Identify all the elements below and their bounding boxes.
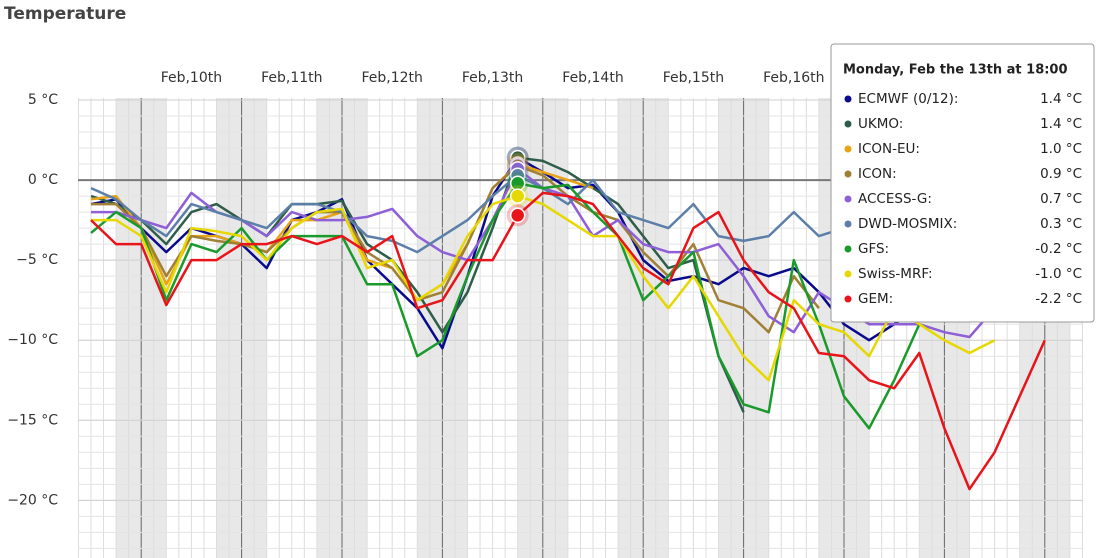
tooltip-dot — [844, 145, 852, 153]
hover-point — [509, 207, 526, 224]
x-tick-label: Feb,10th — [161, 70, 222, 86]
hover-point — [509, 188, 526, 204]
tooltip-series-name: ACCESS-G: — [858, 191, 932, 207]
tooltip-dot — [844, 270, 852, 278]
tooltip-series-name: ICON: — [858, 166, 897, 182]
y-tick-label: 0 °C — [28, 172, 58, 188]
tooltip-box — [830, 43, 1095, 323]
tooltip-dot — [844, 295, 852, 303]
tooltip-series-name: GEM: — [858, 291, 893, 307]
series-line — [91, 194, 996, 382]
tooltip-dot — [844, 120, 852, 128]
x-tick-label: Feb,14th — [562, 70, 623, 86]
tooltip: Monday, Feb the 13th at 18:00 ECMWF (0/1… — [830, 43, 1095, 323]
tooltip-value: 1.4 °C — [1040, 91, 1082, 107]
tooltip-dot — [844, 245, 852, 253]
tooltip-series-name: ECMWF (0/12): — [858, 91, 958, 107]
x-tick-label: Feb,16th — [763, 70, 824, 86]
x-tick-label: Feb,15th — [663, 70, 724, 86]
tooltip-value: 0.9 °C — [1040, 166, 1082, 182]
y-tick-label: −20 °C — [7, 492, 58, 508]
tooltip-dot — [844, 170, 852, 178]
tooltip-value: -2.2 °C — [1035, 291, 1082, 307]
chart-title: Temperature — [4, 4, 126, 24]
tooltip-series-name: UKMO: — [858, 116, 903, 132]
tooltip-value: -1.0 °C — [1035, 266, 1082, 282]
tooltip-title: Monday, Feb the 13th at 18:00 — [843, 63, 1068, 78]
y-tick-label: −15 °C — [7, 412, 58, 428]
x-tick-label: Feb,13th — [462, 70, 523, 86]
tooltip-series-name: Swiss-MRF: — [858, 266, 933, 282]
tooltip-dot — [844, 220, 852, 228]
x-tick-label: Feb,12th — [361, 70, 422, 86]
tooltip-series-name: GFS: — [858, 241, 889, 257]
x-tick-label: Feb,11th — [261, 70, 322, 86]
series-line — [90, 174, 845, 254]
tooltip-value: 1.4 °C — [1040, 116, 1082, 132]
tooltip-value: -0.2 °C — [1035, 241, 1082, 257]
series-line — [90, 191, 1046, 491]
y-tick-label: −5 °C — [16, 252, 58, 268]
tooltip-dot — [844, 95, 852, 103]
plot — [90, 146, 1046, 491]
tooltip-dot — [844, 195, 852, 203]
series-line — [91, 164, 820, 334]
tooltip-series-name: ICON-EU: — [858, 141, 920, 157]
y-tick-label: 5 °C — [28, 92, 58, 108]
tooltip-value: 0.7 °C — [1040, 191, 1082, 207]
y-tick-label: −10 °C — [7, 332, 58, 348]
series-line — [90, 156, 745, 413]
tooltip-value: 0.3 °C — [1040, 216, 1082, 232]
tooltip-value: 1.0 °C — [1040, 141, 1082, 157]
tooltip-series-name: DWD-MOSMIX: — [858, 216, 957, 232]
